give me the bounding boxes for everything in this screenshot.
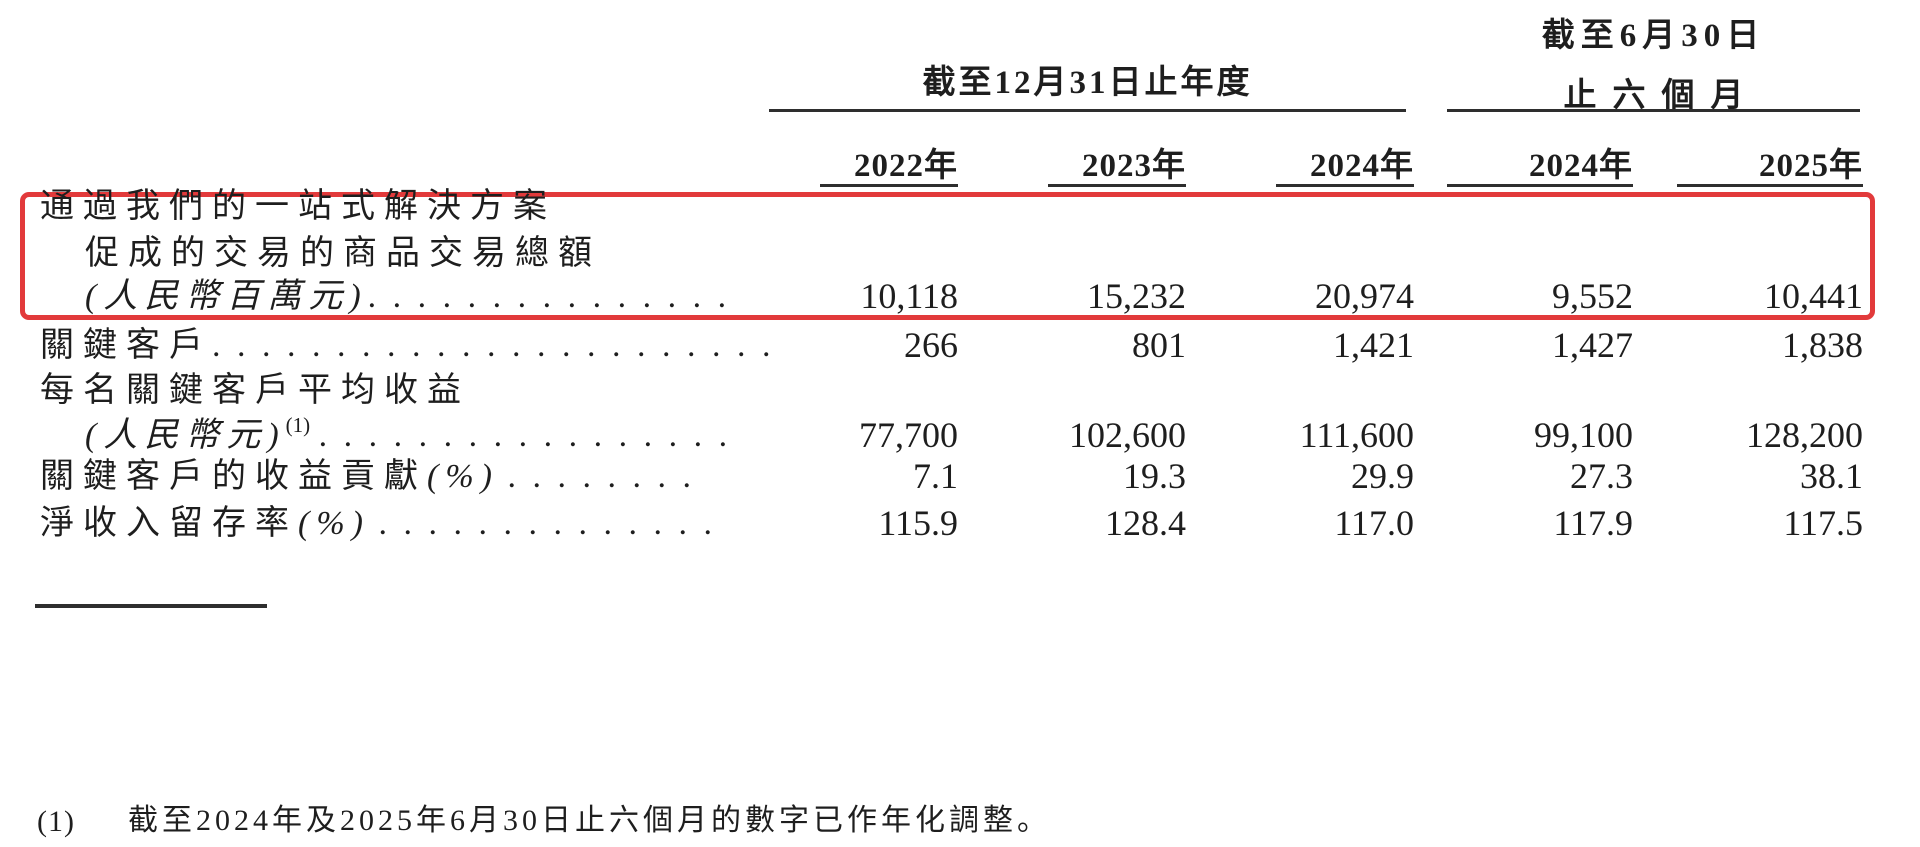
- table-row-gmv-line3: (人民幣百萬元). . . . . . . . . . . . . . . 10…: [0, 275, 1920, 317]
- row-label: 關鍵客戶: [40, 327, 212, 364]
- dot-leader: . . . . . . . .: [507, 458, 695, 495]
- row-label-unit: (人民幣百萬元): [85, 278, 368, 315]
- cell-key-accounts-2022: 266: [904, 325, 958, 365]
- year-underline-2024-interim: [1447, 184, 1633, 187]
- cell-retention-2022: 115.9: [878, 503, 958, 543]
- row-label-unit: (人民幣元): [85, 417, 286, 454]
- annual-group-underline: [769, 109, 1406, 112]
- cell-gmv-2024: 20,974: [1315, 276, 1414, 316]
- cell-retention-2024-interim: 117.9: [1553, 503, 1633, 543]
- year-header-2024: 2024年: [1310, 148, 1414, 184]
- row-label-unit: (%): [298, 505, 370, 542]
- column-group-interim-title-line2: 止六個月: [1563, 78, 1760, 114]
- dot-leader: . . . . . . . . . . . . . . . . . . . . …: [212, 327, 775, 364]
- dot-leader: . . . . . . . . . . . . . . . . .: [318, 417, 732, 454]
- year-header-2024-interim: 2024年: [1529, 148, 1633, 184]
- row-label: 促成的交易的商品交易總額: [85, 235, 601, 272]
- cell-gmv-2023: 15,232: [1087, 276, 1186, 316]
- footnote-reference: (1): [285, 413, 311, 437]
- cell-contribution-2024-interim: 27.3: [1570, 456, 1633, 496]
- cell-avg-revenue-2022: 77,700: [859, 415, 958, 455]
- cell-avg-revenue-2024-interim: 99,100: [1534, 415, 1633, 455]
- footnote-text: 截至2024年及2025年6月30日止六個月的數字已作年化調整。: [128, 804, 1051, 837]
- column-group-annual-title: 截至12月31日止年度: [922, 65, 1253, 101]
- year-underline-2022: [820, 184, 958, 187]
- row-label: 淨收入留存率: [40, 505, 298, 542]
- footnote-marker: (1): [37, 805, 75, 838]
- year-underline-2023: [1048, 184, 1186, 187]
- table-row-gmv-line2: 促成的交易的商品交易總額: [0, 232, 1920, 274]
- year-header-2023: 2023年: [1082, 148, 1186, 184]
- cell-key-accounts-2024: 1,421: [1333, 325, 1414, 365]
- table-row-avg-revenue-line1: 每名關鍵客戶平均收益: [0, 369, 1920, 411]
- cell-avg-revenue-2023: 102,600: [1069, 415, 1186, 455]
- table-row-gmv-line1: 通過我們的一站式解決方案: [0, 185, 1920, 227]
- row-label: 通過我們的一站式解決方案: [40, 188, 556, 225]
- cell-retention-2024: 117.0: [1334, 503, 1414, 543]
- column-group-interim-title-line1: 截至6月30日: [1541, 18, 1766, 54]
- year-underline-2024: [1276, 184, 1414, 187]
- cell-retention-2023: 128.4: [1105, 503, 1186, 543]
- cell-key-accounts-2023: 801: [1132, 325, 1186, 365]
- year-header-2022: 2022年: [854, 148, 958, 184]
- cell-gmv-2024-interim: 9,552: [1552, 276, 1633, 316]
- cell-contribution-2023: 19.3: [1123, 456, 1186, 496]
- table-row-net-retention: 淨收入留存率(%) . . . . . . . . . . . . . . 11…: [0, 502, 1920, 544]
- row-label-unit: (%): [427, 458, 499, 495]
- cell-contribution-2024: 29.9: [1351, 456, 1414, 496]
- cell-key-accounts-2025-interim: 1,838: [1782, 325, 1863, 365]
- cell-retention-2025-interim: 117.5: [1783, 503, 1863, 543]
- cell-gmv-2025-interim: 10,441: [1764, 276, 1863, 316]
- row-label: 關鍵客戶的收益貢獻: [40, 458, 427, 495]
- row-label: 每名關鍵客戶平均收益: [40, 372, 470, 409]
- footnote-divider: [35, 604, 267, 608]
- cell-avg-revenue-2025-interim: 128,200: [1746, 415, 1863, 455]
- footnote: (1) 截至2024年及2025年6月30日止六個月的數字已作年化調整。: [0, 797, 1920, 839]
- dot-leader: . . . . . . . . . . . . . . .: [367, 278, 731, 315]
- table-row-revenue-contribution: 關鍵客戶的收益貢獻(%) . . . . . . . . 7.1 19.3 29…: [0, 455, 1920, 497]
- table-row-key-accounts: 關鍵客戶. . . . . . . . . . . . . . . . . . …: [0, 324, 1920, 366]
- highlight-box-gmv-row: [20, 192, 1875, 320]
- cell-avg-revenue-2024: 111,600: [1299, 415, 1414, 455]
- cell-contribution-2025-interim: 38.1: [1800, 456, 1863, 496]
- year-header-2025-interim: 2025年: [1759, 148, 1863, 184]
- table-row-avg-revenue-line2: (人民幣元)(1) . . . . . . . . . . . . . . . …: [0, 413, 1920, 456]
- interim-group-underline: [1447, 109, 1860, 112]
- cell-key-accounts-2024-interim: 1,427: [1552, 325, 1633, 365]
- cell-gmv-2022: 10,118: [860, 276, 958, 316]
- cell-contribution-2022: 7.1: [913, 456, 958, 496]
- dot-leader: . . . . . . . . . . . . . .: [378, 505, 716, 542]
- year-underline-2025-interim: [1677, 184, 1863, 187]
